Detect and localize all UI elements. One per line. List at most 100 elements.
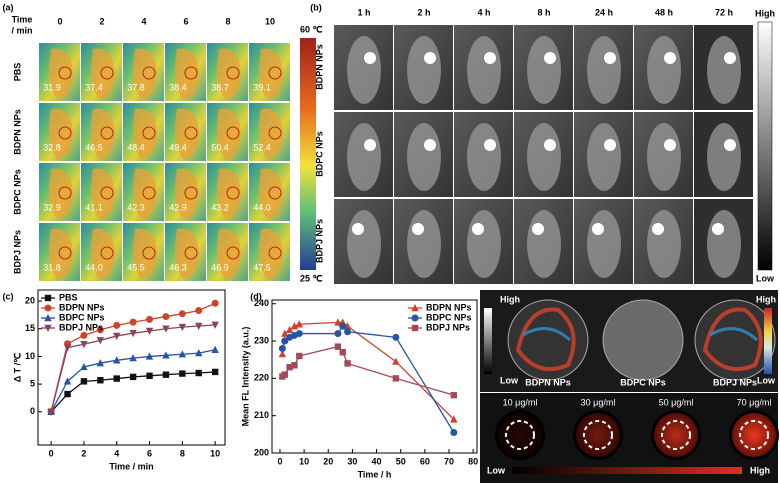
tumor-roi — [58, 186, 72, 200]
marker — [162, 351, 170, 359]
plot-frame — [37, 289, 226, 446]
marker — [80, 378, 88, 385]
mouse-body — [217, 48, 241, 99]
mouse-body — [707, 123, 741, 191]
tumor-roi — [268, 126, 282, 140]
marker — [146, 315, 154, 323]
temperature: 50.4 — [211, 142, 229, 152]
marker — [162, 325, 170, 333]
x-tick-label: 0 — [277, 456, 282, 466]
tumor-roi — [184, 246, 198, 260]
sample-label: BDPC NPs — [620, 377, 666, 387]
time-label: 4 h — [477, 7, 490, 17]
temperature: 46.9 — [211, 262, 229, 272]
mouse-body — [467, 210, 501, 278]
phantom-image — [602, 299, 684, 381]
series-line — [281, 325, 455, 433]
marker — [211, 299, 219, 307]
mouse-body — [217, 168, 241, 219]
x-tick-label: 20 — [323, 456, 333, 466]
sample-label: BDPJ NPs — [713, 377, 757, 387]
x-tick-label: 30 — [347, 456, 357, 466]
phantom-signal — [576, 413, 620, 457]
colorbar — [757, 21, 773, 271]
time-label: 8 h — [537, 7, 550, 17]
signal-spot — [544, 52, 556, 64]
marker — [334, 330, 342, 338]
marker — [339, 349, 346, 356]
marker — [129, 318, 137, 326]
tumor-roi — [268, 186, 282, 200]
signal-spot — [532, 223, 544, 235]
mouse-body — [587, 123, 621, 191]
y-tick-label: 200 — [254, 447, 269, 457]
time-label: 0 — [57, 16, 62, 26]
temperature: 46.5 — [85, 142, 103, 152]
mouse-body — [49, 168, 73, 219]
concentration-label: 50 μg/ml — [659, 397, 694, 407]
mouse-body — [347, 210, 381, 278]
marker — [334, 343, 342, 350]
colorbar-label: 25 ℃ — [300, 273, 323, 283]
y-tick-label: 240 — [254, 298, 269, 308]
marker — [211, 345, 219, 353]
mouse-body — [407, 123, 441, 191]
mouse-body — [347, 123, 381, 191]
marker — [129, 329, 137, 338]
legend-label: BDPN NPs — [59, 302, 105, 312]
marker — [178, 310, 186, 318]
tumor-roi — [100, 246, 114, 260]
marker — [285, 325, 294, 334]
colorbar-label: High — [756, 294, 776, 304]
y-tick-label: 20 — [25, 295, 35, 305]
temperature: 45.5 — [127, 262, 145, 272]
marker — [334, 318, 342, 326]
legend-marker — [411, 324, 419, 332]
content: (a)(b)(c)(d)(e)Time/ min0246810PBS31.937… — [3, 2, 779, 483]
marker — [96, 326, 104, 334]
signal-spot — [604, 52, 616, 64]
roi-circle — [505, 420, 535, 450]
marker — [145, 327, 154, 335]
tumor-roi — [100, 66, 114, 80]
tumor-roi — [100, 126, 114, 140]
temperature: 37.4 — [85, 82, 103, 92]
time-label: 4 — [141, 16, 146, 26]
phantom-signal — [732, 413, 776, 457]
y-axis-title: Δ T /℃ — [12, 353, 22, 383]
time-label: 1 h — [357, 7, 370, 17]
mouse-body — [175, 108, 199, 159]
colorbar-label: High — [750, 465, 770, 475]
marker — [278, 350, 287, 358]
tumor-roi — [226, 66, 240, 80]
marker — [80, 362, 88, 371]
colorbar-label: Low — [487, 465, 506, 475]
marker — [344, 360, 351, 367]
marker — [178, 323, 187, 332]
signal-spot — [364, 139, 376, 151]
marker — [295, 330, 303, 338]
phantom-signal — [498, 413, 542, 457]
legend-label: BDPN NPs — [426, 302, 472, 312]
mouse-body — [175, 228, 199, 279]
panel-label: (a) — [3, 2, 14, 12]
marker — [392, 375, 400, 382]
header-text: / min — [11, 25, 32, 35]
x-tick-label: 6 — [147, 448, 152, 458]
mouse-body — [49, 48, 73, 99]
time-label: 10 — [265, 16, 275, 26]
x-tick-label: 60 — [420, 456, 430, 466]
marker — [450, 428, 458, 436]
x-tick-label: 0 — [49, 448, 54, 458]
tumor-roi — [142, 66, 156, 80]
signal-spot — [664, 139, 676, 151]
marker — [162, 313, 170, 321]
temperature: 42.9 — [169, 202, 187, 212]
tumor-roi — [100, 186, 114, 200]
time-label: 6 — [183, 16, 188, 26]
signal-spot — [352, 223, 364, 235]
mouse-body — [527, 210, 561, 278]
mouse-body — [259, 48, 283, 99]
x-tick-label: 4 — [114, 448, 119, 458]
marker — [113, 332, 121, 340]
